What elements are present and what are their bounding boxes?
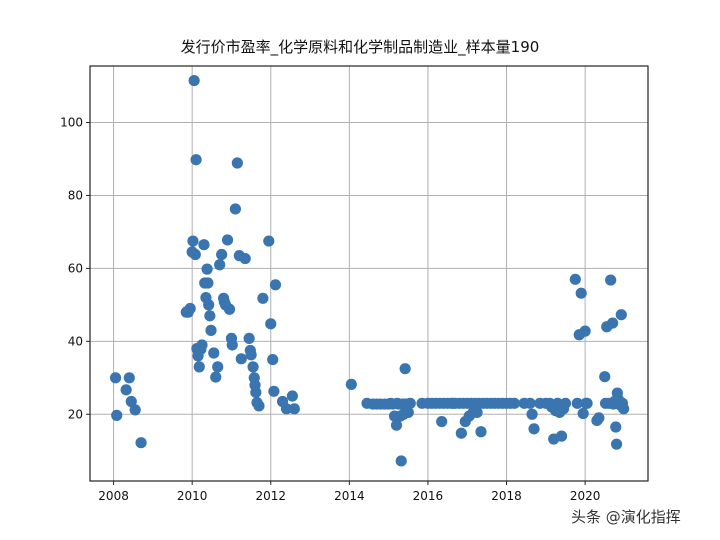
data-point	[229, 203, 241, 215]
data-point	[210, 371, 222, 383]
data-point	[221, 234, 234, 246]
data-point	[111, 409, 123, 421]
data-point	[599, 371, 611, 383]
data-point	[555, 430, 568, 442]
data-point	[245, 349, 257, 361]
data-point	[569, 273, 581, 285]
data-point	[528, 423, 540, 435]
data-point	[575, 287, 587, 299]
x-axis: 2008 2010 2012 2014 2016 2018 2020	[98, 481, 600, 503]
data-point	[120, 384, 132, 396]
data-point	[250, 386, 262, 398]
data-point	[123, 372, 135, 384]
data-point	[395, 455, 407, 467]
data-point	[216, 248, 228, 261]
x-tick-label: 2008	[98, 489, 129, 503]
data-point	[269, 279, 282, 291]
data-point	[605, 274, 617, 286]
x-tick-label: 2020	[570, 489, 601, 503]
data-point	[267, 353, 279, 366]
data-point	[239, 252, 251, 265]
data-point	[235, 353, 247, 365]
x-tick-label: 2012	[255, 489, 286, 503]
data-point	[193, 361, 205, 373]
data-point	[475, 426, 487, 438]
data-point	[286, 390, 298, 402]
data-point	[184, 302, 196, 315]
data-point	[129, 404, 141, 416]
data-point	[524, 397, 536, 409]
data-point	[257, 292, 269, 304]
data-point	[615, 309, 627, 321]
data-point	[265, 318, 277, 330]
data-point	[198, 239, 210, 251]
data-point	[187, 235, 199, 247]
data-point	[402, 406, 414, 419]
data-point	[253, 400, 265, 412]
data-point	[471, 406, 483, 419]
x-tick-label: 2016	[413, 489, 444, 503]
data-point	[204, 310, 216, 322]
y-tick-label: 60	[68, 261, 83, 275]
data-point	[226, 339, 238, 351]
data-point	[201, 263, 213, 275]
data-point	[593, 412, 605, 424]
data-point	[205, 324, 217, 336]
data-point	[268, 385, 280, 397]
y-tick-label: 40	[68, 334, 83, 348]
data-point	[202, 277, 214, 289]
data-point	[577, 407, 589, 420]
data-point	[526, 408, 538, 420]
data-point	[610, 421, 622, 433]
data-point	[288, 403, 300, 415]
data-point	[559, 397, 572, 409]
data-point	[203, 299, 215, 311]
data-point	[607, 317, 619, 329]
data-points	[109, 74, 630, 467]
y-tick-label: 100	[60, 116, 83, 130]
data-point	[455, 427, 467, 439]
grid-lines	[90, 66, 648, 481]
data-point	[190, 154, 202, 166]
data-point	[188, 74, 200, 87]
x-tick-label: 2010	[177, 489, 208, 503]
y-tick-label: 80	[68, 188, 83, 202]
data-point	[223, 303, 236, 315]
watermark: 头条 @演化指挥	[571, 508, 681, 526]
data-point	[581, 397, 593, 409]
data-point	[263, 235, 275, 247]
data-point	[571, 397, 583, 409]
data-point	[399, 363, 411, 375]
data-point	[247, 361, 259, 373]
data-point	[208, 347, 220, 359]
data-point	[189, 248, 201, 261]
data-point	[404, 397, 416, 409]
data-point	[125, 395, 137, 408]
data-point	[109, 372, 122, 384]
data-point	[280, 403, 293, 415]
data-point	[212, 361, 224, 373]
plot-frame	[89, 65, 649, 482]
data-point	[135, 437, 147, 449]
y-tick-label: 20	[68, 407, 83, 421]
data-point	[508, 397, 520, 409]
data-point	[436, 415, 448, 428]
data-point	[214, 259, 226, 271]
data-point	[231, 157, 243, 169]
data-point	[390, 419, 403, 431]
x-tick-label: 2014	[334, 489, 365, 503]
data-point	[196, 339, 208, 351]
x-tick-label: 2018	[491, 489, 522, 503]
data-point	[579, 325, 591, 337]
data-point	[243, 332, 255, 345]
data-point	[345, 378, 357, 390]
chart-title: 发行价市盈率_化学原料和化学制品制造业_样本量190	[180, 38, 540, 56]
y-axis: 20 40 60 80 100	[60, 116, 90, 421]
data-point	[618, 403, 630, 415]
data-point	[610, 438, 623, 450]
